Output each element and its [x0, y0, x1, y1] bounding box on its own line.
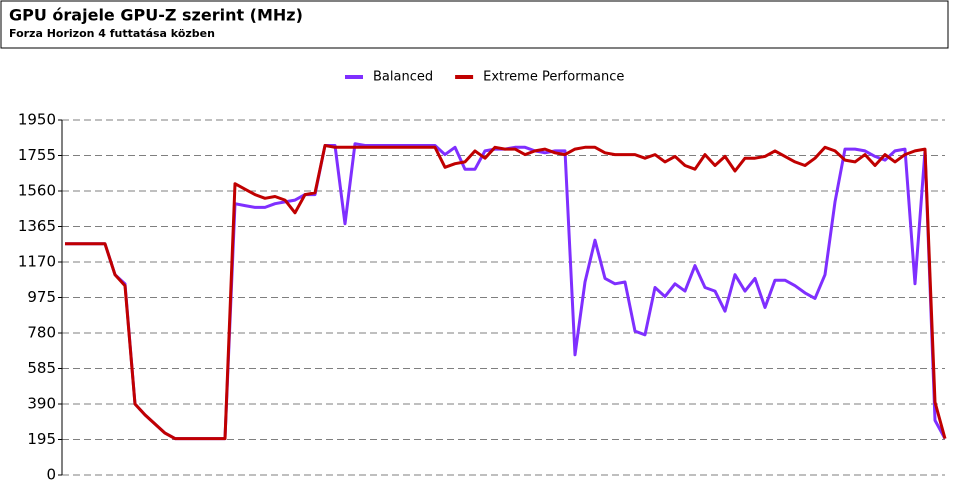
- y-tick-label: 1755: [18, 146, 56, 164]
- series-line: [65, 144, 947, 441]
- y-tick-label: 975: [27, 288, 56, 306]
- legend: Balanced Extreme Performance: [345, 70, 624, 85]
- chart-subtitle: Forza Horizon 4 futtatása közben: [9, 27, 215, 40]
- series-line: [65, 142, 947, 441]
- y-tick-label: 585: [27, 359, 56, 377]
- y-tick-label: 780: [27, 324, 56, 342]
- legend-label: Balanced: [373, 70, 433, 85]
- y-tick-label: 1560: [18, 182, 56, 200]
- chart-title: GPU órajele GPU-Z szerint (MHz): [9, 6, 303, 25]
- y-tick-label: 1950: [18, 111, 56, 129]
- y-tick-label: 1365: [18, 217, 56, 235]
- y-tick-label: 1170: [18, 253, 56, 271]
- y-tick-label: 0: [46, 466, 56, 484]
- y-tick-label: 195: [27, 430, 56, 448]
- title-box: [0, 0, 949, 49]
- legend-label: Extreme Performance: [483, 70, 624, 85]
- y-tick-label: 390: [27, 395, 56, 413]
